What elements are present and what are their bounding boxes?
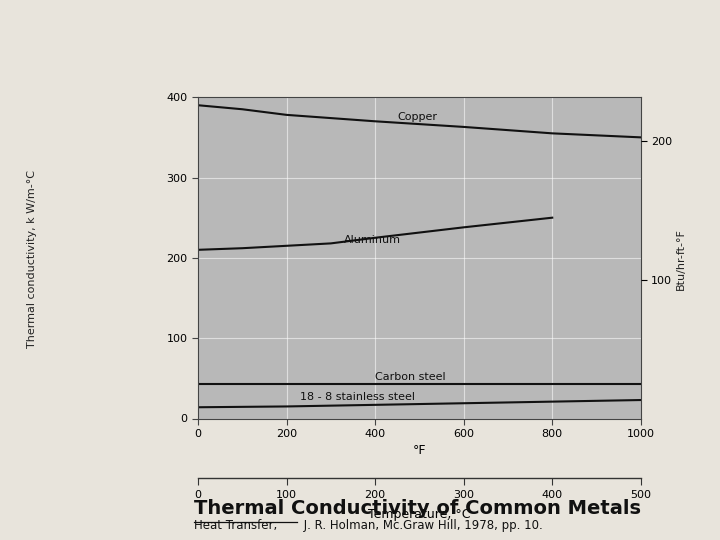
Text: Thermal conductivity, k W/m-°C: Thermal conductivity, k W/m-°C — [27, 170, 37, 348]
X-axis label: °F: °F — [413, 444, 426, 457]
Text: Aluminum: Aluminum — [344, 235, 401, 245]
Text: Heat Transfer,: Heat Transfer, — [194, 519, 278, 532]
X-axis label: Temperature, °C: Temperature, °C — [368, 508, 471, 521]
Text: Thermal Conductivity of Common Metals: Thermal Conductivity of Common Metals — [194, 500, 642, 518]
Text: J. R. Holman, Mc.Graw Hill, 1978, pp. 10.: J. R. Holman, Mc.Graw Hill, 1978, pp. 10… — [300, 519, 542, 532]
Text: Btu/hr-ft-°F: Btu/hr-ft-°F — [675, 228, 685, 290]
Text: Copper: Copper — [397, 112, 437, 122]
Text: 18 - 8 stainless steel: 18 - 8 stainless steel — [300, 392, 415, 402]
Text: Carbon steel: Carbon steel — [375, 372, 446, 382]
